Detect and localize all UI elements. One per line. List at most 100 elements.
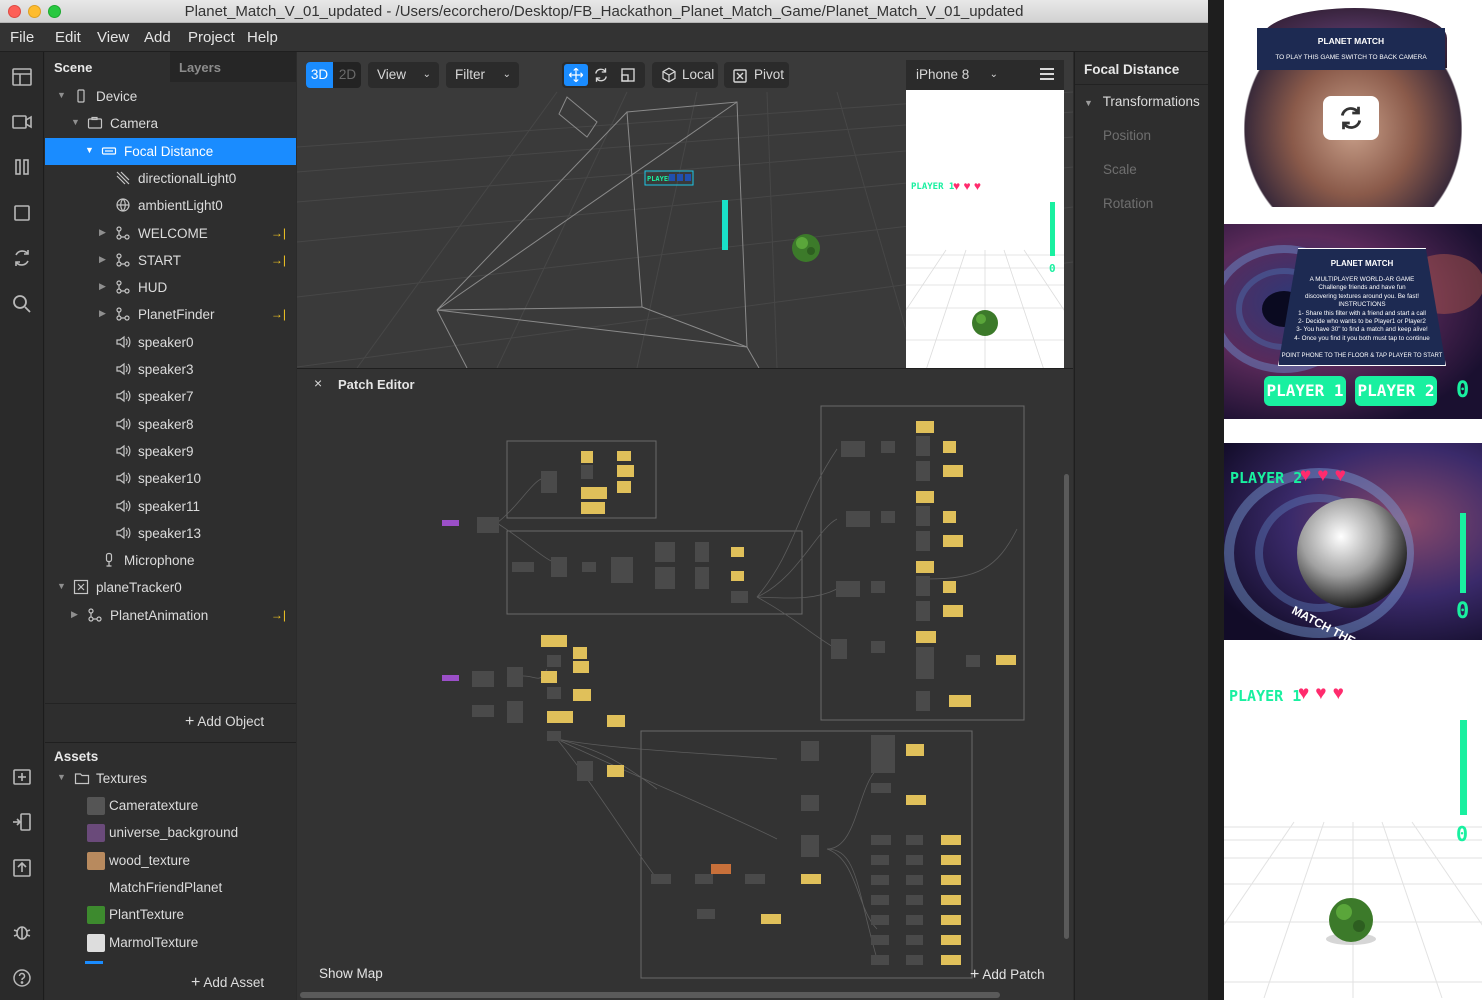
patch-node[interactable] xyxy=(731,547,744,557)
filter-dropdown[interactable]: Filter ⌄ xyxy=(446,62,519,88)
patch-node[interactable] xyxy=(943,605,963,617)
scene-item-speaker9[interactable]: speaker9 xyxy=(45,438,296,465)
patch-node[interactable] xyxy=(871,581,885,593)
asset-universe-background[interactable]: universe_background xyxy=(45,819,296,846)
rotation-property[interactable]: Rotation xyxy=(1103,196,1154,211)
patch-node[interactable] xyxy=(966,655,980,667)
patch-node[interactable] xyxy=(617,481,631,493)
patch-node[interactable] xyxy=(949,695,971,707)
patch-node[interactable] xyxy=(916,576,930,596)
chevron-down-icon[interactable]: ▼ xyxy=(57,772,66,782)
patch-node[interactable] xyxy=(871,641,885,653)
player1-button[interactable]: PLAYER 1 xyxy=(1264,376,1346,406)
patch-node[interactable] xyxy=(906,835,923,845)
textures-folder[interactable]: ▼ Textures xyxy=(57,771,148,786)
patch-node[interactable] xyxy=(607,715,625,727)
scene-item-planetracker0[interactable]: ▼ planeTracker0 xyxy=(45,574,296,601)
view-dropdown[interactable]: View ⌄ xyxy=(368,62,439,88)
scene-item-device[interactable]: ▼ Device xyxy=(45,83,296,110)
scene-item-speaker10[interactable]: speaker10 xyxy=(45,465,296,492)
upload-icon[interactable] xyxy=(10,856,34,880)
scene-item-camera[interactable]: ▼ Camera xyxy=(45,110,296,137)
patch-node[interactable] xyxy=(941,895,961,905)
local-button[interactable]: Local xyxy=(652,62,718,88)
chevron-right-icon[interactable]: ▶ xyxy=(99,226,106,237)
scene-item-speaker11[interactable]: speaker11 xyxy=(45,493,296,520)
patch-node[interactable] xyxy=(906,955,923,965)
asset-marmoltexture[interactable]: MarmolTexture xyxy=(45,929,296,956)
patch-node[interactable] xyxy=(547,711,573,723)
device-select[interactable]: iPhone 8 ⌄ xyxy=(908,63,1002,87)
patch-node[interactable] xyxy=(607,765,624,777)
patch-node[interactable] xyxy=(841,441,865,457)
scale-tool-icon[interactable] xyxy=(619,66,637,84)
patch-node[interactable] xyxy=(472,671,494,687)
patch-node[interactable] xyxy=(547,655,561,667)
show-map-button[interactable]: Show Map xyxy=(319,966,383,981)
chevron-down-icon[interactable]: ▼ xyxy=(57,581,66,592)
patch-node[interactable] xyxy=(581,465,593,479)
menu-help[interactable]: Help xyxy=(247,29,278,46)
scene-item-directionallight0[interactable]: directionalLight0 xyxy=(45,165,296,192)
patch-node[interactable] xyxy=(581,487,607,499)
patch-node[interactable] xyxy=(581,451,593,463)
patch-node[interactable] xyxy=(871,855,889,865)
patch-node[interactable] xyxy=(836,581,860,597)
patch-node[interactable] xyxy=(943,581,956,593)
patch-node[interactable] xyxy=(573,647,587,659)
scene-item-microphone[interactable]: Microphone xyxy=(45,547,296,574)
search-icon[interactable] xyxy=(10,292,34,316)
pivot-button[interactable]: Pivot xyxy=(724,62,789,88)
patch-node[interactable] xyxy=(801,795,819,811)
patch-node[interactable] xyxy=(906,744,924,756)
patch-node[interactable] xyxy=(512,562,534,572)
patch-node[interactable] xyxy=(871,955,889,965)
patch-node[interactable] xyxy=(916,631,936,643)
patch-node[interactable] xyxy=(573,661,589,673)
pause-icon[interactable] xyxy=(10,155,34,179)
patch-node[interactable] xyxy=(996,655,1016,665)
patch-node[interactable] xyxy=(916,421,934,433)
patch-node[interactable] xyxy=(906,895,923,905)
patch-node[interactable] xyxy=(906,915,923,925)
chevron-right-icon[interactable]: ▶ xyxy=(99,253,106,264)
patch-node[interactable] xyxy=(871,735,895,773)
patch-node[interactable] xyxy=(697,909,715,919)
patch-node[interactable] xyxy=(541,471,557,493)
chevron-right-icon[interactable]: ▶ xyxy=(99,281,106,292)
zoom-window-button[interactable] xyxy=(48,5,61,18)
asset-matchfriendplanet[interactable]: MatchFriendPlanet xyxy=(45,874,296,901)
patch-node[interactable] xyxy=(541,635,567,647)
patch-node[interactable] xyxy=(547,731,561,741)
patch-node[interactable] xyxy=(655,567,675,589)
patch-node[interactable] xyxy=(731,571,744,581)
patch-node[interactable] xyxy=(577,761,593,781)
patch-node[interactable] xyxy=(477,517,499,533)
bug-icon[interactable] xyxy=(10,920,34,944)
patch-node[interactable] xyxy=(442,675,459,681)
patch-node[interactable] xyxy=(617,465,634,477)
patch-node[interactable] xyxy=(906,935,923,945)
import-icon[interactable] xyxy=(10,764,34,788)
patch-node[interactable] xyxy=(695,874,713,884)
scene-item-welcome[interactable]: ▶ WELCOME →| xyxy=(45,220,296,247)
patch-node[interactable] xyxy=(871,875,889,885)
patch-node[interactable] xyxy=(906,855,923,865)
menu-icon[interactable] xyxy=(1040,68,1054,80)
scene-item-speaker13[interactable]: speaker13 xyxy=(45,520,296,547)
layout-icon[interactable] xyxy=(10,65,34,89)
patch-node[interactable] xyxy=(943,465,963,477)
patch-node[interactable] xyxy=(801,741,819,761)
patch-node[interactable] xyxy=(551,557,567,577)
patch-node[interactable] xyxy=(507,667,523,687)
patch-node[interactable] xyxy=(941,855,961,865)
patch-node[interactable] xyxy=(916,647,934,679)
patch-node[interactable] xyxy=(831,639,847,659)
simulator-screen[interactable]: PLAYER 1 ♥ ♥ ♥ 0 xyxy=(906,90,1064,370)
patch-node[interactable] xyxy=(906,795,926,805)
patch-editor[interactable]: × Patch Editor xyxy=(297,368,1073,1000)
scene-item-start[interactable]: ▶ START →| xyxy=(45,247,296,274)
patch-node[interactable] xyxy=(916,436,930,456)
patch-node[interactable] xyxy=(442,520,459,526)
position-property[interactable]: Position xyxy=(1103,128,1152,143)
